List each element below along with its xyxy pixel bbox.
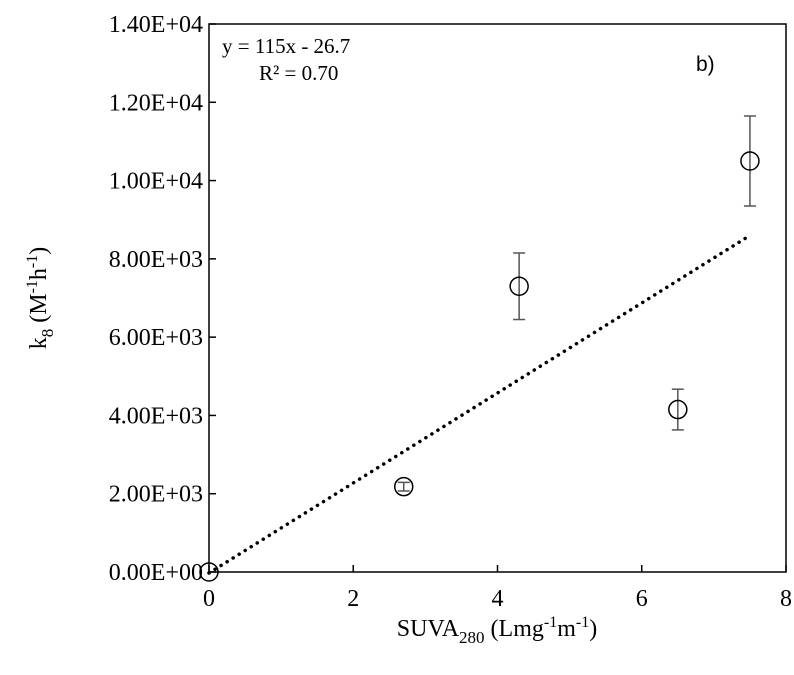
data-point — [199, 562, 219, 582]
data-point — [668, 399, 688, 420]
x-tick-label: 6 — [636, 586, 648, 612]
y-axis-ticks: 0.00E+00 2.00E+03 4.00E+03 6.00E+03 8.00E+03… — [109, 12, 216, 586]
y-axis-title-sup1: -1 — [24, 280, 41, 293]
trendline — [207, 233, 752, 575]
y-tick-label: 1.40E+04 — [109, 12, 203, 38]
panel-label: b) — [696, 53, 715, 76]
x-tick-label: 2 — [347, 586, 359, 612]
data-point — [509, 276, 529, 297]
y-axis-title-main: k — [26, 337, 52, 349]
y-tick-label: 4.00E+03 — [109, 403, 203, 429]
equation-text: y = 115x - 26.7 — [222, 34, 350, 58]
x-axis-title-unit-close: ) — [589, 616, 597, 642]
x-tick-label: 8 — [780, 586, 792, 612]
data-point — [393, 476, 414, 497]
x-axis-title-sub: 280 — [459, 628, 485, 647]
y-tick-label: 6.00E+03 — [109, 325, 203, 351]
trendline-group — [207, 233, 752, 575]
y-tick-label: 1.20E+04 — [109, 90, 203, 116]
y-tick-label: 1.00E+04 — [109, 169, 203, 195]
y-axis-title-unit-close: ) — [26, 247, 52, 255]
x-axis-title-sup1: -1 — [544, 614, 557, 631]
y-axis-title-mid: h — [26, 268, 52, 280]
x-tick-label: 4 — [492, 586, 504, 612]
y-tick-label: 8.00E+03 — [109, 247, 203, 273]
x-axis-title-unit-open: (Lmg — [485, 616, 544, 642]
y-axis-title: k8 (M-1h-1) — [24, 247, 57, 350]
data-point — [740, 151, 760, 171]
plot-area — [208, 23, 787, 573]
r-squared-text: R² = 0.70 — [259, 61, 338, 85]
y-tick-label: 2.00E+03 — [109, 482, 203, 508]
x-axis-title-mid: m — [557, 616, 576, 642]
x-tick-label: 0 — [203, 586, 215, 612]
plot-frame — [208, 23, 787, 573]
y-axis-title-sub: 8 — [38, 329, 57, 338]
x-axis-title: SUVA280 (Lmg-1m-1) — [397, 614, 597, 647]
data-points — [199, 115, 760, 582]
x-axis-title-main: SUVA — [397, 616, 460, 642]
y-axis-title-unit-open: (M — [26, 293, 52, 328]
x-axis-ticks: 0 2 4 6 8 — [203, 565, 792, 612]
y-axis-title-sup2: -1 — [24, 255, 41, 268]
x-axis-title-sup2: -1 — [576, 614, 589, 631]
y-tick-label: 0.00E+00 — [109, 560, 203, 586]
